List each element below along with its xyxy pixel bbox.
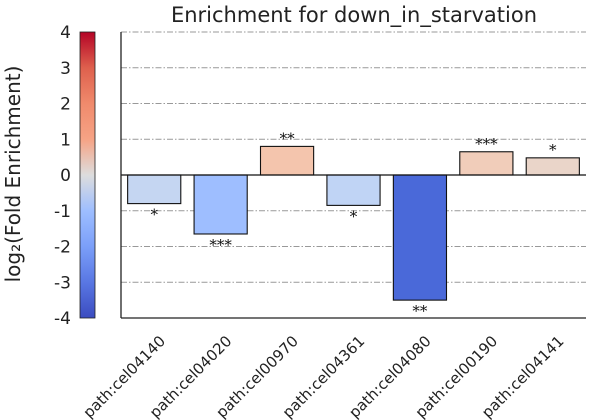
colorbar-tick-label: -4 xyxy=(54,309,71,329)
bars xyxy=(127,145,580,301)
colorbar-ticks: -4 -3 -2 -1 0 1 2 3 4 xyxy=(54,23,71,329)
colorbar-tick-label: -3 xyxy=(54,273,71,293)
grid-lines xyxy=(121,31,586,283)
significance-label: * xyxy=(549,141,557,159)
bar xyxy=(326,174,381,206)
colorbar-tick-label: 0 xyxy=(60,166,71,186)
significance-label: *** xyxy=(209,236,232,254)
significance-labels: ************ * xyxy=(150,129,557,320)
bar xyxy=(127,174,182,205)
significance-label: * xyxy=(350,207,358,225)
colorbar-tick-label: 3 xyxy=(60,59,71,79)
colorbar: -4 -3 -2 -1 0 1 2 3 4 xyxy=(54,23,96,329)
colorbar-gradient xyxy=(79,31,96,319)
colorbar-tick-label: -1 xyxy=(54,202,71,222)
category-labels: path:cel04140path:cel04020path:cel00970p… xyxy=(80,332,568,420)
significance-label: *** xyxy=(475,135,498,153)
y-axis-label: log₂(Fold Enrichment) xyxy=(1,66,25,283)
chart-title: Enrichment for down_in_starvation xyxy=(171,3,537,28)
significance-label: ** xyxy=(280,129,296,147)
bar xyxy=(525,157,580,176)
colorbar-tick-label: 4 xyxy=(60,23,71,43)
bar xyxy=(392,174,448,301)
bar xyxy=(193,174,248,235)
colorbar-tick-label: -2 xyxy=(54,238,71,258)
bar xyxy=(459,151,514,176)
bar xyxy=(259,145,315,176)
significance-label: ** xyxy=(412,302,428,320)
colorbar-tick-label: 1 xyxy=(60,130,71,150)
significance-label: * xyxy=(150,206,158,224)
colorbar-tick-label: 2 xyxy=(60,95,71,115)
axes xyxy=(120,32,586,319)
